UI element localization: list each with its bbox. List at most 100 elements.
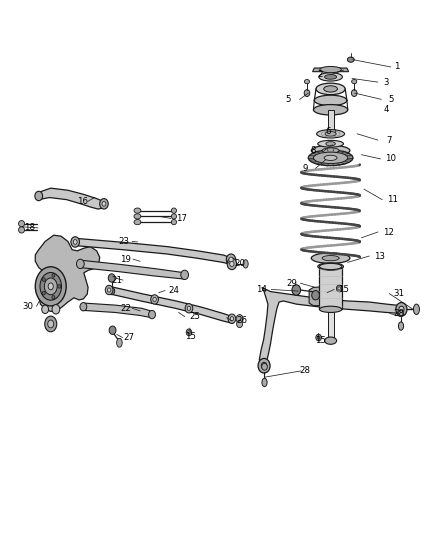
Ellipse shape [317,336,320,339]
Text: 26: 26 [236,316,247,325]
Ellipse shape [148,310,155,319]
Ellipse shape [314,104,348,115]
Text: 3: 3 [384,78,389,87]
Ellipse shape [314,152,348,164]
Ellipse shape [324,155,337,160]
Ellipse shape [35,266,66,306]
Text: 5: 5 [285,95,290,104]
Ellipse shape [42,291,45,295]
Ellipse shape [73,240,77,244]
Ellipse shape [134,214,141,219]
Polygon shape [35,235,100,311]
Ellipse shape [42,278,45,281]
Ellipse shape [226,254,236,265]
Text: 2: 2 [317,70,323,79]
Polygon shape [80,260,186,279]
Text: 15: 15 [315,336,326,345]
Polygon shape [83,303,153,318]
Ellipse shape [229,257,233,262]
Text: 15: 15 [185,332,196,341]
Ellipse shape [44,278,57,295]
Text: 19: 19 [120,255,131,264]
Ellipse shape [292,285,300,295]
Text: 7: 7 [386,135,391,144]
Ellipse shape [134,208,141,213]
Ellipse shape [316,334,321,341]
Polygon shape [309,286,339,306]
Text: 12: 12 [383,228,394,237]
Ellipse shape [351,90,357,96]
Polygon shape [259,287,403,367]
Ellipse shape [18,227,25,233]
Ellipse shape [325,132,336,136]
Text: 18: 18 [24,223,35,232]
Text: 16: 16 [77,197,88,206]
Ellipse shape [319,72,343,81]
Ellipse shape [230,317,233,321]
Ellipse shape [109,287,115,295]
Ellipse shape [107,288,111,292]
Ellipse shape [52,295,55,299]
Ellipse shape [237,320,243,328]
Text: 20: 20 [234,259,245,268]
Text: 23: 23 [118,237,129,246]
Ellipse shape [317,130,345,138]
Ellipse shape [399,322,403,330]
Ellipse shape [319,306,342,312]
Ellipse shape [347,57,354,62]
Ellipse shape [42,305,49,313]
Ellipse shape [262,378,267,386]
Text: 13: 13 [374,252,385,261]
Bar [328,309,334,341]
Text: 17: 17 [176,214,187,223]
Ellipse shape [243,260,248,268]
Ellipse shape [336,285,342,292]
Ellipse shape [77,259,84,269]
Text: 6: 6 [326,127,331,136]
Ellipse shape [316,83,345,95]
Text: 24: 24 [168,286,179,295]
Ellipse shape [18,221,25,227]
Ellipse shape [52,305,60,314]
Ellipse shape [311,253,350,263]
Ellipse shape [258,358,270,373]
Ellipse shape [105,285,113,295]
Ellipse shape [324,86,337,92]
Ellipse shape [311,146,350,156]
Bar [319,266,342,309]
Ellipse shape [35,191,42,201]
Text: 21: 21 [111,276,122,285]
Text: 29: 29 [286,279,297,288]
Ellipse shape [322,148,339,153]
Text: 10: 10 [385,155,396,164]
Text: 25: 25 [189,312,200,321]
Ellipse shape [338,287,340,290]
Ellipse shape [181,270,188,280]
Ellipse shape [171,208,177,213]
Ellipse shape [187,331,190,334]
Ellipse shape [314,95,347,106]
Ellipse shape [413,304,420,314]
Text: 27: 27 [124,333,134,342]
Ellipse shape [45,316,57,332]
Ellipse shape [151,295,159,304]
Text: 28: 28 [394,309,405,318]
Ellipse shape [352,79,357,84]
Ellipse shape [325,337,337,344]
Ellipse shape [262,364,267,370]
Ellipse shape [186,329,192,336]
Ellipse shape [399,306,404,312]
Polygon shape [109,286,234,324]
Ellipse shape [396,303,407,316]
Ellipse shape [71,237,80,247]
Polygon shape [75,238,233,264]
Ellipse shape [322,255,339,261]
Ellipse shape [304,90,310,96]
Text: 4: 4 [384,106,389,114]
Ellipse shape [109,326,116,334]
Ellipse shape [48,320,54,328]
Text: 8: 8 [311,146,316,155]
Ellipse shape [153,297,156,302]
Ellipse shape [326,142,336,146]
Ellipse shape [319,263,342,270]
